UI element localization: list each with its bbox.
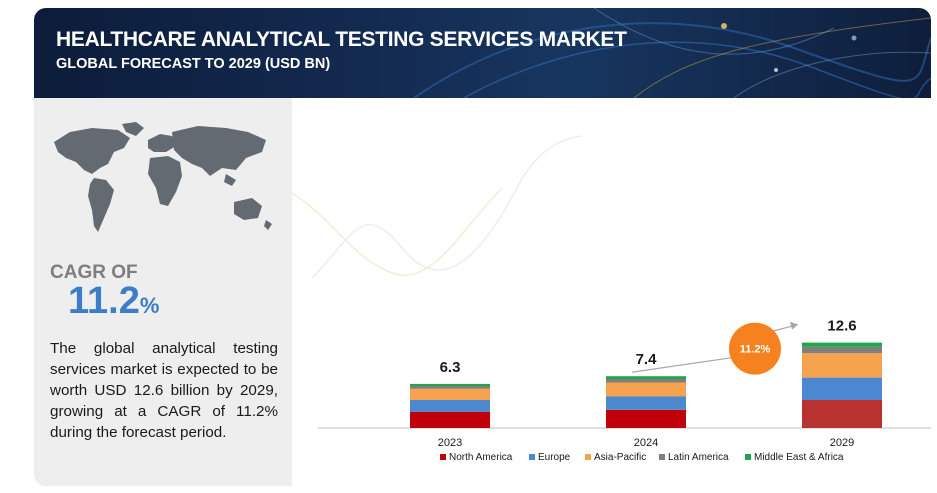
cagr-badge-label: 11.2% (740, 344, 771, 356)
legend-swatch-north-america (440, 454, 446, 460)
legend-swatch-latin-america (659, 454, 665, 460)
legend-label-latin-america: Latin America (668, 452, 729, 463)
bar-middle-east-africa-2029 (802, 342, 882, 347)
growth-arrow-head (790, 321, 798, 330)
page-title: HEALTHCARE ANALYTICAL TESTING SERVICES M… (56, 28, 627, 51)
cagr-number: 11.2 (68, 280, 140, 322)
category-label-2029: 2029 (830, 437, 854, 449)
cagr-value: 11.2% (68, 280, 159, 323)
bar-europe-2023 (410, 400, 490, 412)
bar-middle-east-africa-2024 (606, 376, 686, 379)
cagr-badge (729, 322, 781, 375)
cagr-unit: % (139, 293, 160, 318)
bar-latin-america-2023 (410, 386, 490, 389)
bar-europe-2024 (606, 396, 686, 410)
market-description: The global analytical testing services m… (50, 340, 278, 441)
stacked-bar-chart: 6.3 2023 7.4 2024 12.6 2029 11.2% North Americ… (292, 135, 931, 463)
legend-swatch-europe (529, 454, 535, 460)
bar-asia-pacific-2023 (410, 388, 490, 400)
bar-latin-america-2029 (802, 346, 882, 354)
bar-europe-2029 (802, 377, 882, 400)
cagr-label: CAGR OF (50, 262, 138, 283)
header-banner: HEALTHCARE ANALYTICAL TESTING SERVICES M… (34, 8, 931, 98)
legend-label-europe: Europe (538, 452, 571, 463)
bar-middle-east-africa-2023 (410, 383, 490, 386)
bar-north-america-2023 (410, 411, 490, 428)
summary-panel: CAGR OF 11.2% The global analytical test… (34, 98, 292, 486)
world-map-icon (54, 122, 272, 232)
bar-asia-pacific-2024 (606, 382, 686, 397)
total-label-2023: 6.3 (440, 359, 461, 376)
growth-arrow-line (631, 355, 743, 373)
legend-label-middle-east-africa: Middle East & Africa (754, 452, 844, 463)
bar-north-america-2024 (606, 409, 686, 428)
infographic-card: HEALTHCARE ANALYTICAL TESTING SERVICES M… (34, 8, 931, 486)
legend-swatch-asia-pacific (585, 454, 591, 460)
banner-decoration (413, 8, 931, 98)
legend-label-asia-pacific: Asia-Pacific (594, 452, 646, 463)
category-label-2024: 2024 (634, 437, 658, 449)
bar-north-america-2029 (802, 400, 882, 428)
bar-asia-pacific-2029 (802, 353, 882, 378)
total-label-2029: 12.6 (827, 318, 856, 335)
page-subtitle: GLOBAL FORECAST TO 2029 (USD BN) (56, 56, 331, 72)
decorative-curve-2 (292, 187, 503, 276)
total-label-2024: 7.4 (636, 351, 658, 368)
decorative-curve (311, 135, 583, 279)
legend-label-north-america: North America (449, 452, 513, 463)
legend-swatch-middle-east-africa (745, 454, 751, 460)
bar-latin-america-2024 (606, 379, 686, 383)
category-label-2023: 2023 (438, 437, 462, 449)
